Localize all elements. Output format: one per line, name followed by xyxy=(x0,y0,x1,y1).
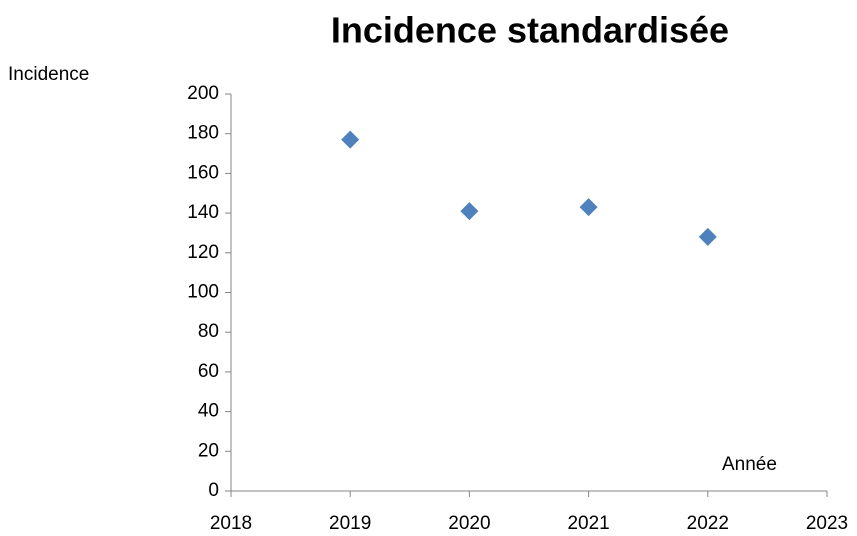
y-tick-label: 100 xyxy=(187,282,219,303)
x-tick-label: 2019 xyxy=(329,513,371,534)
y-axis-label: Incidence xyxy=(8,64,89,85)
x-tick-label: 2021 xyxy=(567,513,609,534)
x-tick-label: 2022 xyxy=(687,513,729,534)
chart-title: Incidence standardisée xyxy=(331,10,729,51)
x-tick-label: 2018 xyxy=(210,513,252,534)
scatter-point xyxy=(460,202,479,221)
y-tick-label: 180 xyxy=(187,123,219,144)
scatter-point xyxy=(341,130,360,149)
scatter-point xyxy=(579,198,598,217)
y-tick-label: 120 xyxy=(187,242,219,263)
y-tick-label: 0 xyxy=(208,480,219,501)
scatter-point xyxy=(698,227,717,246)
y-tick-label: 80 xyxy=(198,321,219,342)
x-tick-label: 2023 xyxy=(806,513,848,534)
y-tick-label: 20 xyxy=(198,440,219,461)
x-axis-label: Année xyxy=(722,454,777,475)
y-tick-label: 40 xyxy=(198,401,219,422)
y-tick-label: 60 xyxy=(198,361,219,382)
y-tick-label: 200 xyxy=(187,83,219,104)
y-tick-label: 140 xyxy=(187,202,219,223)
y-tick-label: 160 xyxy=(187,162,219,183)
x-tick-label: 2020 xyxy=(448,513,490,534)
